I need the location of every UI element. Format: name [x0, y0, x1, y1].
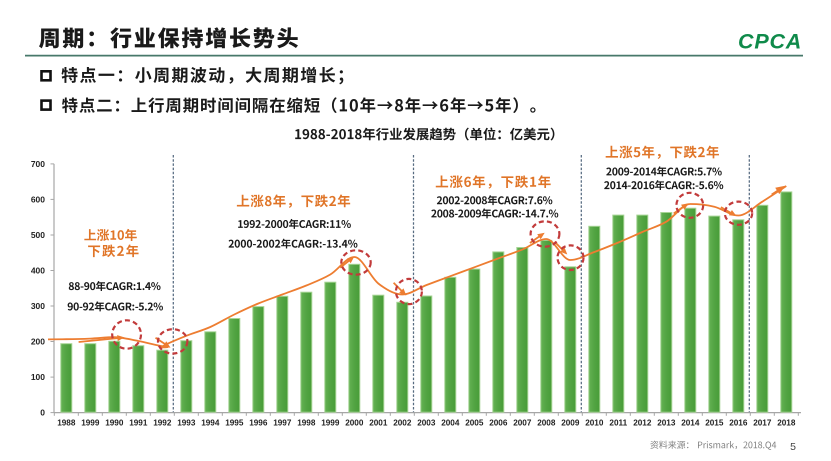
svg-text:400: 400	[31, 266, 45, 276]
svg-text:2002: 2002	[393, 418, 412, 427]
svg-text:2012: 2012	[633, 418, 652, 427]
svg-text:2001: 2001	[369, 418, 388, 427]
svg-text:700: 700	[31, 159, 45, 169]
svg-text:2016: 2016	[729, 418, 748, 427]
svg-text:1993: 1993	[177, 418, 196, 427]
svg-text:CPCA: CPCA	[738, 29, 802, 53]
svg-text:1990: 1990	[105, 418, 124, 427]
svg-text:2013: 2013	[657, 418, 676, 427]
svg-text:1996: 1996	[249, 418, 268, 427]
svg-text:0: 0	[40, 408, 45, 418]
svg-text:2015: 2015	[705, 418, 724, 427]
svg-text:5: 5	[790, 441, 796, 453]
svg-text:2017: 2017	[753, 418, 772, 427]
svg-text:2005: 2005	[465, 418, 484, 427]
svg-text:2000: 2000	[345, 418, 364, 427]
svg-text:2008: 2008	[537, 418, 556, 427]
svg-text:1995: 1995	[225, 418, 244, 427]
svg-text:100: 100	[31, 372, 45, 382]
svg-text:2004: 2004	[441, 418, 460, 427]
svg-text:2009: 2009	[561, 418, 580, 427]
svg-text:1997: 1997	[273, 418, 292, 427]
svg-text:2010: 2010	[585, 418, 604, 427]
svg-text:300: 300	[31, 301, 45, 311]
svg-text:1988: 1988	[57, 418, 76, 427]
svg-text:600: 600	[31, 194, 45, 204]
svg-text:2018: 2018	[777, 418, 796, 427]
svg-text:1994: 1994	[201, 418, 220, 427]
svg-text:1991: 1991	[129, 418, 148, 427]
svg-text:2006: 2006	[489, 418, 508, 427]
svg-text:2014: 2014	[681, 418, 700, 427]
svg-text:2003: 2003	[417, 418, 436, 427]
svg-text:200: 200	[31, 337, 45, 347]
svg-text:2011: 2011	[609, 418, 627, 427]
svg-text:2007: 2007	[513, 418, 532, 427]
svg-text:1999: 1999	[81, 418, 100, 427]
svg-text:1992: 1992	[153, 418, 172, 427]
svg-text:1998: 1998	[297, 418, 316, 427]
svg-text:1999: 1999	[321, 418, 340, 427]
svg-text:500: 500	[31, 230, 45, 240]
